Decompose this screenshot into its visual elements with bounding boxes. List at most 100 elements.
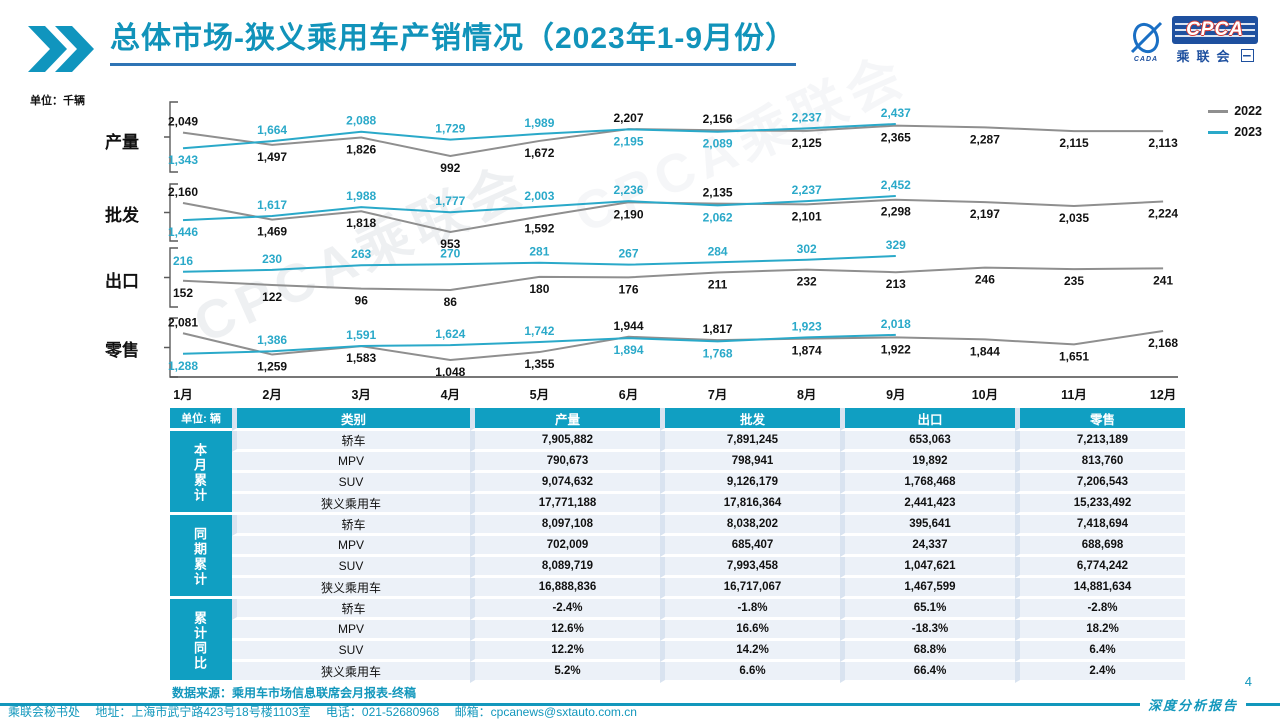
data-source-note: 数据来源：乘用车市场信息联席会月报表-终稿 <box>172 686 416 700</box>
table-value-cell: 16.6% <box>660 620 840 641</box>
chart-row-label-2: 出口 <box>105 272 139 291</box>
data-label-2023: 1,894 <box>613 343 643 357</box>
data-label-2022: 2,049 <box>168 115 198 129</box>
table-value-cell: 790,673 <box>470 452 660 473</box>
footer-line <box>0 703 1140 706</box>
table-value-cell: 1,768,468 <box>840 473 1015 494</box>
table-value-cell: 9,126,179 <box>660 473 840 494</box>
page-title: 总体市场-狭义乘用车产销情况（2023年1-9月份） <box>110 22 797 66</box>
data-label-2022: 1,672 <box>524 146 554 160</box>
table-value-cell: 6.6% <box>660 662 840 683</box>
x-axis-label: 4月 <box>440 388 461 402</box>
x-axis-label: 11月 <box>1061 388 1087 402</box>
data-label-2023: 2,237 <box>792 110 822 124</box>
data-label-2022: 96 <box>355 294 369 308</box>
table-value-cell: 7,905,882 <box>470 431 660 452</box>
x-axis-label: 1月 <box>173 388 193 402</box>
data-label-2022: 2,298 <box>881 205 911 219</box>
x-axis-label: 7月 <box>707 388 728 402</box>
data-label-2023: 1,288 <box>168 359 198 373</box>
data-label-2023: 1,591 <box>346 328 376 342</box>
data-label-2022: 2,365 <box>881 131 911 145</box>
table-value-cell: 813,760 <box>1015 452 1185 473</box>
data-label-2023: 1,386 <box>257 333 287 347</box>
data-label-2022: 1,817 <box>703 322 733 336</box>
table-row: 同期累计 轿车 8,097,108 8,038,202 395,641 7,418,694 <box>170 515 1185 599</box>
table-category-cell: MPV <box>232 536 470 557</box>
table-value-cell: 19,892 <box>840 452 1015 473</box>
data-label-2022: 2,113 <box>1148 136 1178 150</box>
table-value-cell: 688,698 <box>1015 536 1185 557</box>
data-label-2022: 176 <box>618 282 638 296</box>
table-column-header: 产量 <box>470 408 660 431</box>
footer-address: 地址：上海市武宁路423号18号楼1103室 <box>95 705 311 719</box>
table-value-cell: 7,206,543 <box>1015 473 1185 494</box>
table-value-cell: 12.2% <box>470 641 660 662</box>
table-row: 狭义乘用车 17,771,188 17,816,364 2,441,423 15,233… <box>170 494 1185 515</box>
swirl-icon <box>1130 21 1163 53</box>
data-label-2022: 1,651 <box>1059 349 1089 363</box>
data-label-2022: 2,190 <box>613 207 643 221</box>
table-row: SUV 12.2% 14.2% 68.8% 6.4% <box>170 641 1185 662</box>
table-value-cell: -2.4% <box>470 599 660 620</box>
cpca-wordmark: CPCA 乘联会 <box>1172 16 1258 65</box>
data-label-2022: 86 <box>444 295 458 309</box>
line-2022-3 <box>182 330 1164 362</box>
table-value-cell: 8,038,202 <box>660 515 840 536</box>
cada-logo-icon: CADA <box>1125 19 1167 63</box>
data-label-2022: 2,081 <box>168 315 198 329</box>
row-axis-bracket <box>164 183 178 242</box>
table-category-cell: 狭义乘用车 <box>232 662 470 683</box>
table-row: 狭义乘用车 5.2% 6.6% 66.4% 2.4% <box>170 662 1185 683</box>
table-row: SUV 8,089,719 7,993,458 1,047,621 6,774,242 <box>170 557 1185 578</box>
table-value-cell: 395,641 <box>840 515 1015 536</box>
production-sales-line-chart: 2,049 1,497 1,826 992 1,672 2,207 2,156 2,125 2,… <box>164 101 1178 379</box>
chart-row-label-1: 批发 <box>105 206 139 225</box>
data-label-2022: 1,259 <box>257 360 287 374</box>
table-category-cell: 轿车 <box>232 431 470 452</box>
table-value-cell: 7,418,694 <box>1015 515 1185 536</box>
data-label-2022: 2,287 <box>970 132 1000 146</box>
table-value-cell: 1,047,621 <box>840 557 1015 578</box>
data-label-2022: 2,101 <box>792 209 822 223</box>
data-label-2022: 1,469 <box>257 225 287 239</box>
data-label-2022: 246 <box>975 273 995 287</box>
data-label-2022: 241 <box>1153 273 1173 287</box>
table-value-cell: 6.4% <box>1015 641 1185 662</box>
data-label-2023: 1,729 <box>435 122 465 136</box>
data-label-2022: 1,944 <box>613 319 643 333</box>
table-value-cell: 9,074,632 <box>470 473 660 494</box>
table-row: MPV 702,009 685,407 24,337 688,698 <box>170 536 1185 557</box>
table-section-label: 同期累计 <box>170 515 232 599</box>
data-label-2023: 1,777 <box>435 194 465 208</box>
footer-contact: 乘联会秘书处 地址：上海市武宁路423号18号楼1103室 电话：021-526… <box>8 703 649 720</box>
data-label-2023: 2,195 <box>613 134 643 148</box>
data-label-2022: 152 <box>173 286 193 300</box>
data-label-2022: 2,197 <box>970 207 1000 221</box>
table-value-cell: 798,941 <box>660 452 840 473</box>
data-label-2023: 230 <box>262 252 282 266</box>
data-label-2023: 2,088 <box>346 114 376 128</box>
table-category-cell: 轿车 <box>232 599 470 620</box>
table-value-cell: 1,467,599 <box>840 578 1015 599</box>
data-label-2022: 1,583 <box>346 351 376 365</box>
table-value-cell: 2.4% <box>1015 662 1185 683</box>
data-label-2023: 1,989 <box>524 116 554 130</box>
data-label-2022: 1,592 <box>524 222 554 236</box>
table-value-cell: 702,009 <box>470 536 660 557</box>
table-unit-label: 单位: 辆 <box>170 408 232 431</box>
data-label-2022: 211 <box>708 278 728 292</box>
table-value-cell: 653,063 <box>840 431 1015 452</box>
header: 总体市场-狭义乘用车产销情况（2023年1-9月份） <box>28 22 797 72</box>
table-row: 累计同比 轿车 -2.4% -1.8% 65.1% -2.8% <box>170 599 1185 683</box>
data-label-2022: 2,160 <box>168 185 198 199</box>
line-2023-2 <box>182 255 896 273</box>
data-label-2022: 1,874 <box>792 344 822 358</box>
table-category-cell: SUV <box>232 641 470 662</box>
table-value-cell: 685,407 <box>660 536 840 557</box>
chart-row-label-3: 零售 <box>105 341 139 360</box>
cada-label: CADA <box>1133 55 1159 63</box>
data-label-2023: 329 <box>886 238 906 252</box>
table-column-header: 零售 <box>1015 408 1185 431</box>
table-value-cell: 14.2% <box>660 641 840 662</box>
